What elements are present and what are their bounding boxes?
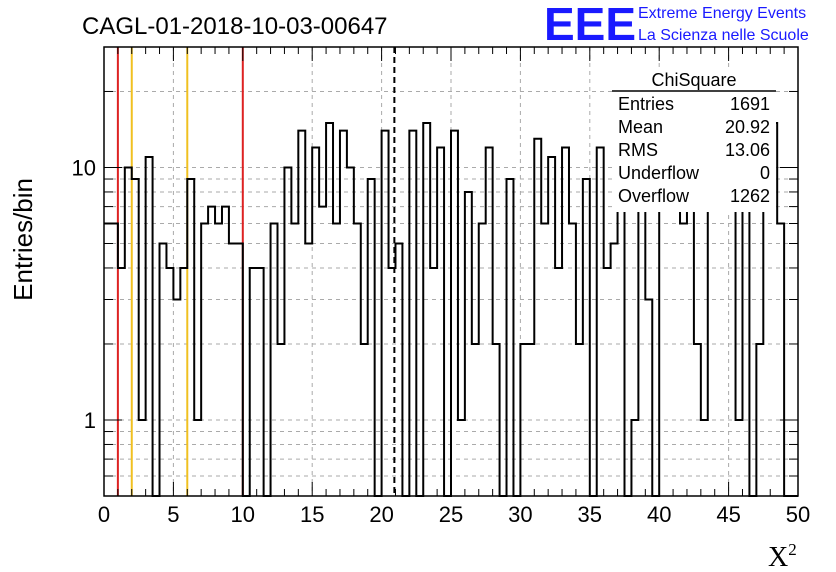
x-tick-label: 15	[300, 502, 324, 527]
logo-line-1: Extreme Energy Events	[638, 5, 806, 22]
x-tick-label: 25	[439, 502, 463, 527]
stats-row-value: 20.92	[725, 117, 770, 137]
y-tick-labels: 1 10	[72, 155, 96, 433]
x-tick-label: 10	[231, 502, 255, 527]
stats-rows: Entries 1691 Mean 20.92 RMS 13.06 Underflow 0 Ov…	[618, 94, 770, 206]
stats-row-value: 1262	[730, 186, 770, 206]
logo-mark: EEE	[544, 0, 636, 50]
y-axis-label: Entries/bin	[8, 178, 38, 301]
stats-row-value: 1691	[730, 94, 770, 114]
y-tick-label: 1	[84, 408, 96, 433]
x-tick-labels: 0 5 10 15 20 25 30 35 40 45 50	[98, 502, 810, 527]
x-axis-label-base: X	[768, 542, 788, 572]
x-tick-label: 45	[716, 502, 740, 527]
stats-row-label: Mean	[618, 117, 663, 137]
stats-box-background	[612, 68, 776, 212]
x-axis-label: X2	[768, 540, 797, 572]
stats-row-label: RMS	[618, 140, 658, 160]
chart-title: CAGL-01-2018-10-03-00647	[82, 13, 388, 40]
x-tick-label: 5	[167, 502, 179, 527]
x-axis-label-superscript: 2	[788, 540, 797, 559]
stats-row-value: 0	[760, 163, 770, 183]
stats-row-value: 13.06	[725, 140, 770, 160]
eee-logo: EEE Extreme Energy Events La Scienza nel…	[544, 0, 809, 50]
x-tick-label: 50	[786, 502, 810, 527]
stats-row-label: Entries	[618, 94, 674, 114]
x-tick-label: 40	[647, 502, 671, 527]
x-tick-label: 35	[578, 502, 602, 527]
stats-name: ChiSquare	[651, 70, 736, 90]
x-tick-label: 0	[98, 502, 110, 527]
y-tick-label: 10	[72, 155, 96, 180]
plot-frame	[103, 46, 799, 497]
logo-line-2: La Scienza nelle Scuole	[638, 27, 809, 44]
stats-row-label: Underflow	[618, 163, 700, 183]
x-tick-label: 30	[508, 502, 532, 527]
stats-row-label: Overflow	[618, 186, 690, 206]
stats-box: ChiSquare Entries 1691 Mean 20.92 RMS 13.06 Un…	[612, 68, 776, 212]
x-tick-label: 20	[369, 502, 393, 527]
